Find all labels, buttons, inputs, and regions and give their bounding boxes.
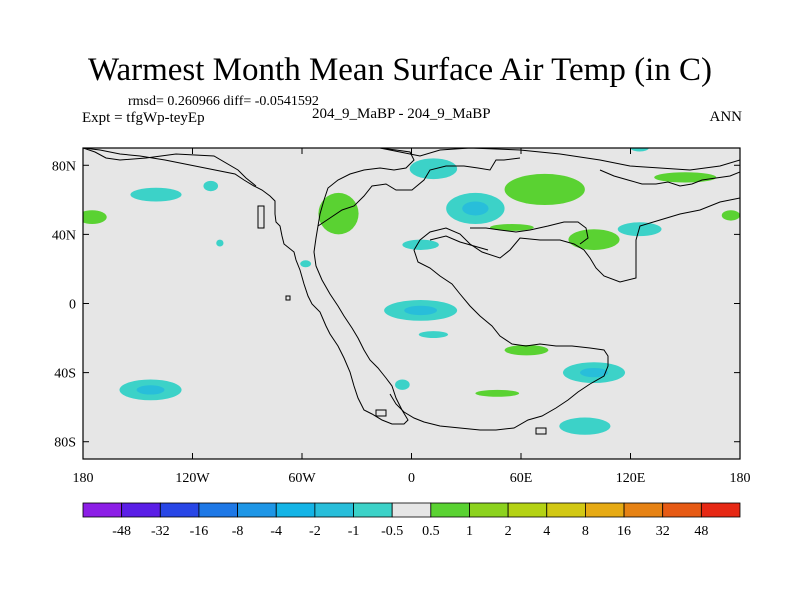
colorbar-label: 0.5	[422, 524, 440, 539]
x-tick-label: 180	[73, 471, 94, 486]
colorbar-label: 4	[543, 524, 550, 539]
anomaly-warm-19	[475, 389, 520, 397]
colorbar-label: 48	[694, 524, 708, 539]
coastline-north-sea	[317, 157, 521, 227]
colorbar-swatch	[237, 502, 277, 518]
comparison-label: 204_9_MaBP - 204_9_MaBP	[312, 106, 491, 122]
colorbar: -48 -32 -16 -8 -4 -2 -1 -0.5 0.5 1 2 4 8 16 32 48	[82, 502, 741, 539]
coastline-north-america	[83, 148, 415, 425]
anomaly-warm-5	[318, 192, 359, 235]
anomaly-cool-11	[617, 222, 662, 237]
colorbar-label: 16	[617, 524, 631, 539]
colorbar-swatch	[353, 502, 393, 518]
anomaly-core-6	[462, 201, 489, 216]
colorbar-label: 8	[582, 524, 589, 539]
anomaly-cool-2	[203, 180, 219, 192]
y-tick-label: 40N	[52, 228, 76, 243]
anomaly-warm-9	[489, 224, 534, 231]
colorbar-label: 2	[505, 524, 512, 539]
anomaly-warm-10	[568, 229, 620, 250]
colorbar-swatch	[430, 502, 470, 518]
coastline-north-america-west	[83, 148, 257, 187]
anomaly-cool-23	[300, 260, 312, 268]
season-label: ANN	[709, 109, 743, 125]
anomaly-warm-12	[654, 172, 717, 183]
y-tick-label: 80S	[54, 436, 76, 451]
coastline-island-3	[375, 409, 387, 417]
x-tick-label: 0	[408, 471, 415, 486]
y-tick-label: 40S	[54, 367, 76, 382]
anomaly-cool-16	[418, 331, 448, 339]
coastline-island-1	[257, 205, 265, 229]
colorbar-swatch	[469, 502, 509, 518]
x-tick-label: 60E	[510, 471, 533, 486]
anomaly-cool-14	[402, 239, 439, 250]
colorbar-swatch	[121, 502, 161, 518]
colorbar-swatch	[82, 502, 123, 518]
y-tick-label: 0	[69, 298, 76, 313]
anomaly-warm-8	[504, 173, 585, 206]
coastline-layer	[83, 148, 740, 435]
y-tick-label: 80N	[52, 159, 76, 174]
colorbar-label: -2	[309, 524, 321, 539]
anomaly-core-18	[580, 367, 608, 378]
colorbar-swatch	[159, 502, 200, 518]
colorbar-label: -0.5	[381, 524, 403, 539]
coastline-island-2	[285, 295, 291, 301]
coastline-island-4	[535, 427, 547, 435]
x-tick-label: 120W	[175, 471, 210, 486]
colorbar-swatch	[314, 502, 354, 518]
coastline-arctic-east	[599, 169, 740, 187]
rmsd-diff-stats: rmsd= 0.260966 diff= -0.0541592	[128, 94, 319, 109]
anomaly-warm-13	[721, 210, 740, 221]
colorbar-label: -1	[348, 524, 360, 539]
colorbar-swatch	[546, 502, 586, 518]
experiment-label: Expt = tfgWp-teyEp	[82, 110, 205, 126]
anomaly-cool-20	[395, 379, 410, 390]
anomaly-cool-22	[559, 417, 611, 435]
colorbar-swatch	[507, 502, 548, 518]
colorbar-label: -32	[151, 524, 170, 539]
x-tick-label: 180	[730, 471, 751, 486]
colorbar-label: -16	[190, 524, 209, 539]
colorbar-swatch	[198, 502, 238, 518]
colorbar-swatch	[275, 502, 316, 518]
colorbar-swatch	[585, 502, 625, 518]
plot-title: Warmest Month Mean Surface Air Temp (in …	[87, 52, 713, 88]
coastline-eurasia	[379, 148, 740, 431]
colorbar-swatch	[623, 502, 664, 518]
colorbar-label: -8	[232, 524, 244, 539]
colorbar-label: -4	[270, 524, 282, 539]
anomaly-cool-24	[630, 148, 649, 152]
colorbar-label: 32	[656, 524, 670, 539]
anomaly-warm-3	[83, 210, 107, 225]
colorbar-swatch	[391, 502, 432, 518]
coastline-inner-sea	[429, 221, 589, 251]
colorbar-swatch	[700, 502, 741, 518]
anomaly-cool-4	[216, 239, 224, 247]
x-tick-label: 120E	[616, 471, 646, 486]
anomaly-cool-1	[130, 187, 182, 202]
axis-ticks: 180 120W 60W 0 60E 120E 180 80N 40N 0 40S 80S	[52, 148, 751, 486]
anomaly-core-21	[136, 385, 165, 395]
colorbar-label: -48	[112, 524, 131, 539]
x-tick-label: 60W	[288, 471, 316, 486]
colorbar-swatch	[662, 502, 702, 518]
colorbar-label: 1	[466, 524, 473, 539]
anomaly-core-15	[404, 305, 438, 316]
anomaly-warm-17	[504, 344, 549, 356]
